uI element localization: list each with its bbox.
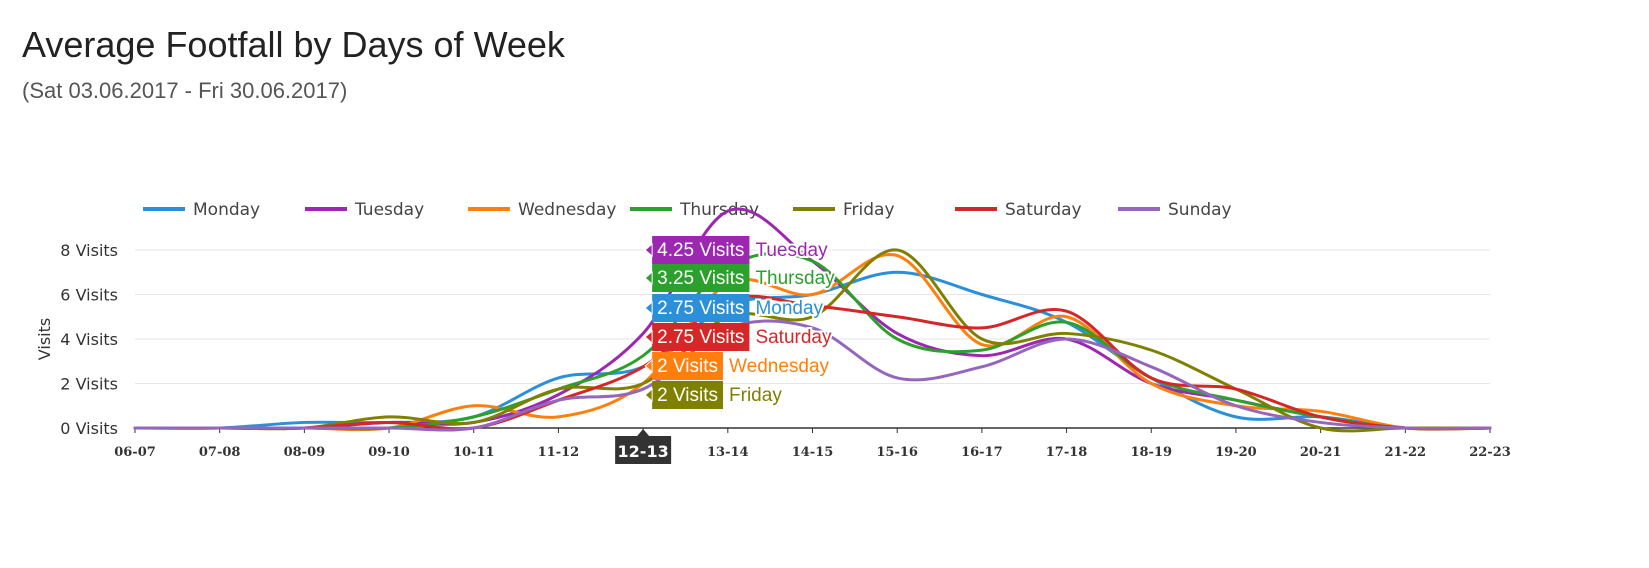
x-tick-label: 16-17	[961, 445, 1003, 460]
x-tick-label: 15-16	[876, 445, 918, 460]
tooltip-value: 3.25 Visits	[657, 268, 744, 289]
y-axis-label: Visits	[35, 318, 54, 360]
x-tick-label: 19-20	[1215, 445, 1257, 460]
tooltip-pointer	[644, 358, 653, 374]
tooltip-series-name: Saturday	[755, 327, 832, 348]
tooltip-value: 4.25 Visits	[657, 240, 744, 261]
hover-tooltip: 4.25 Visits Tuesday 3.25 Visits Thursday 2.7…	[644, 236, 837, 409]
tooltip-series-name: Tuesday	[755, 240, 828, 261]
y-tick-label: 4 Visits	[60, 330, 118, 349]
tooltip-value-bg	[652, 294, 750, 322]
legend: Monday Tuesday Wednesday Thursday Friday Satu…	[143, 200, 1232, 220]
x-tick-label: 10-11	[453, 445, 495, 460]
x-tick-label: 08-09	[284, 445, 326, 460]
x-tick-label: 21-22	[1385, 445, 1427, 460]
x-tick-label: 20-21	[1300, 445, 1342, 460]
y-axis: 0 Visits 2 Visits 4 Visits 6 Visits 8 Visits…	[35, 241, 118, 438]
x-tick-label: 11-12	[538, 445, 580, 460]
x-axis: 06-07 07-08 08-09 09-10 10-11 11-12 12-13 13-14…	[114, 428, 1511, 464]
tooltip-value: 2 Visits	[657, 385, 718, 406]
x-tick-label: 07-08	[199, 445, 241, 460]
x-tick-label: 13-14	[707, 445, 749, 460]
tooltip-value-bg	[652, 264, 750, 292]
y-tick-label: 0 Visits	[60, 419, 118, 438]
legend-label-saturday: Saturday	[1005, 200, 1082, 220]
tooltip-series-name: Monday	[755, 298, 823, 319]
legend-label-monday: Monday	[193, 200, 260, 220]
legend-label-wednesday: Wednesday	[518, 200, 616, 220]
series-line-sunday	[133, 319, 1492, 432]
series-lines	[133, 207, 1492, 433]
x-crosshair-pointer	[637, 429, 650, 436]
tooltip-value: 2.75 Visits	[657, 327, 744, 348]
series-line-saturday	[133, 294, 1492, 431]
x-tick-label: 06-07	[114, 445, 156, 460]
tooltip-series-name: Friday	[729, 385, 782, 406]
x-tick-label: 22-23	[1469, 445, 1511, 460]
tooltip-value: 2 Visits	[657, 356, 718, 377]
tooltip-value-bg	[652, 352, 724, 380]
x-crosshair-label-bg	[615, 436, 672, 464]
x-tick-label: 17-18	[1046, 445, 1088, 460]
series-line-friday	[133, 248, 1492, 433]
legend-label-thursday: Thursday	[679, 200, 759, 220]
chart-title: Average Footfall by Days of Week	[22, 24, 565, 65]
tooltip-value-bg	[652, 236, 750, 264]
tooltip-value-bg	[652, 323, 750, 351]
tooltip-pointer	[644, 387, 653, 403]
y-tick-label: 6 Visits	[60, 286, 118, 305]
y-tick-label: 2 Visits	[60, 375, 118, 394]
legend-label-sunday: Sunday	[1168, 200, 1232, 220]
y-tick-label: 8 Visits	[60, 241, 118, 260]
chart-subtitle: (Sat 03.06.2017 - Fri 30.06.2017)	[22, 78, 348, 103]
legend-label-friday: Friday	[843, 200, 895, 220]
tooltip-series-name: Wednesday	[729, 356, 829, 377]
x-tick-label: 09-10	[368, 445, 410, 460]
tooltip-pointer	[644, 242, 653, 258]
x-tick-label: 18-19	[1130, 445, 1172, 460]
tooltip-value: 2.75 Visits	[657, 298, 744, 319]
tooltip-series-name: Thursday	[755, 268, 835, 289]
x-crosshair-label: 12-13	[618, 442, 669, 461]
x-tick-label: 14-15	[792, 445, 834, 460]
tooltip-pointer	[644, 329, 653, 345]
tooltip-value-bg	[652, 381, 724, 409]
legend-label-tuesday: Tuesday	[354, 200, 424, 220]
tooltip-pointer	[644, 270, 653, 286]
tooltip-pointer	[644, 300, 653, 316]
